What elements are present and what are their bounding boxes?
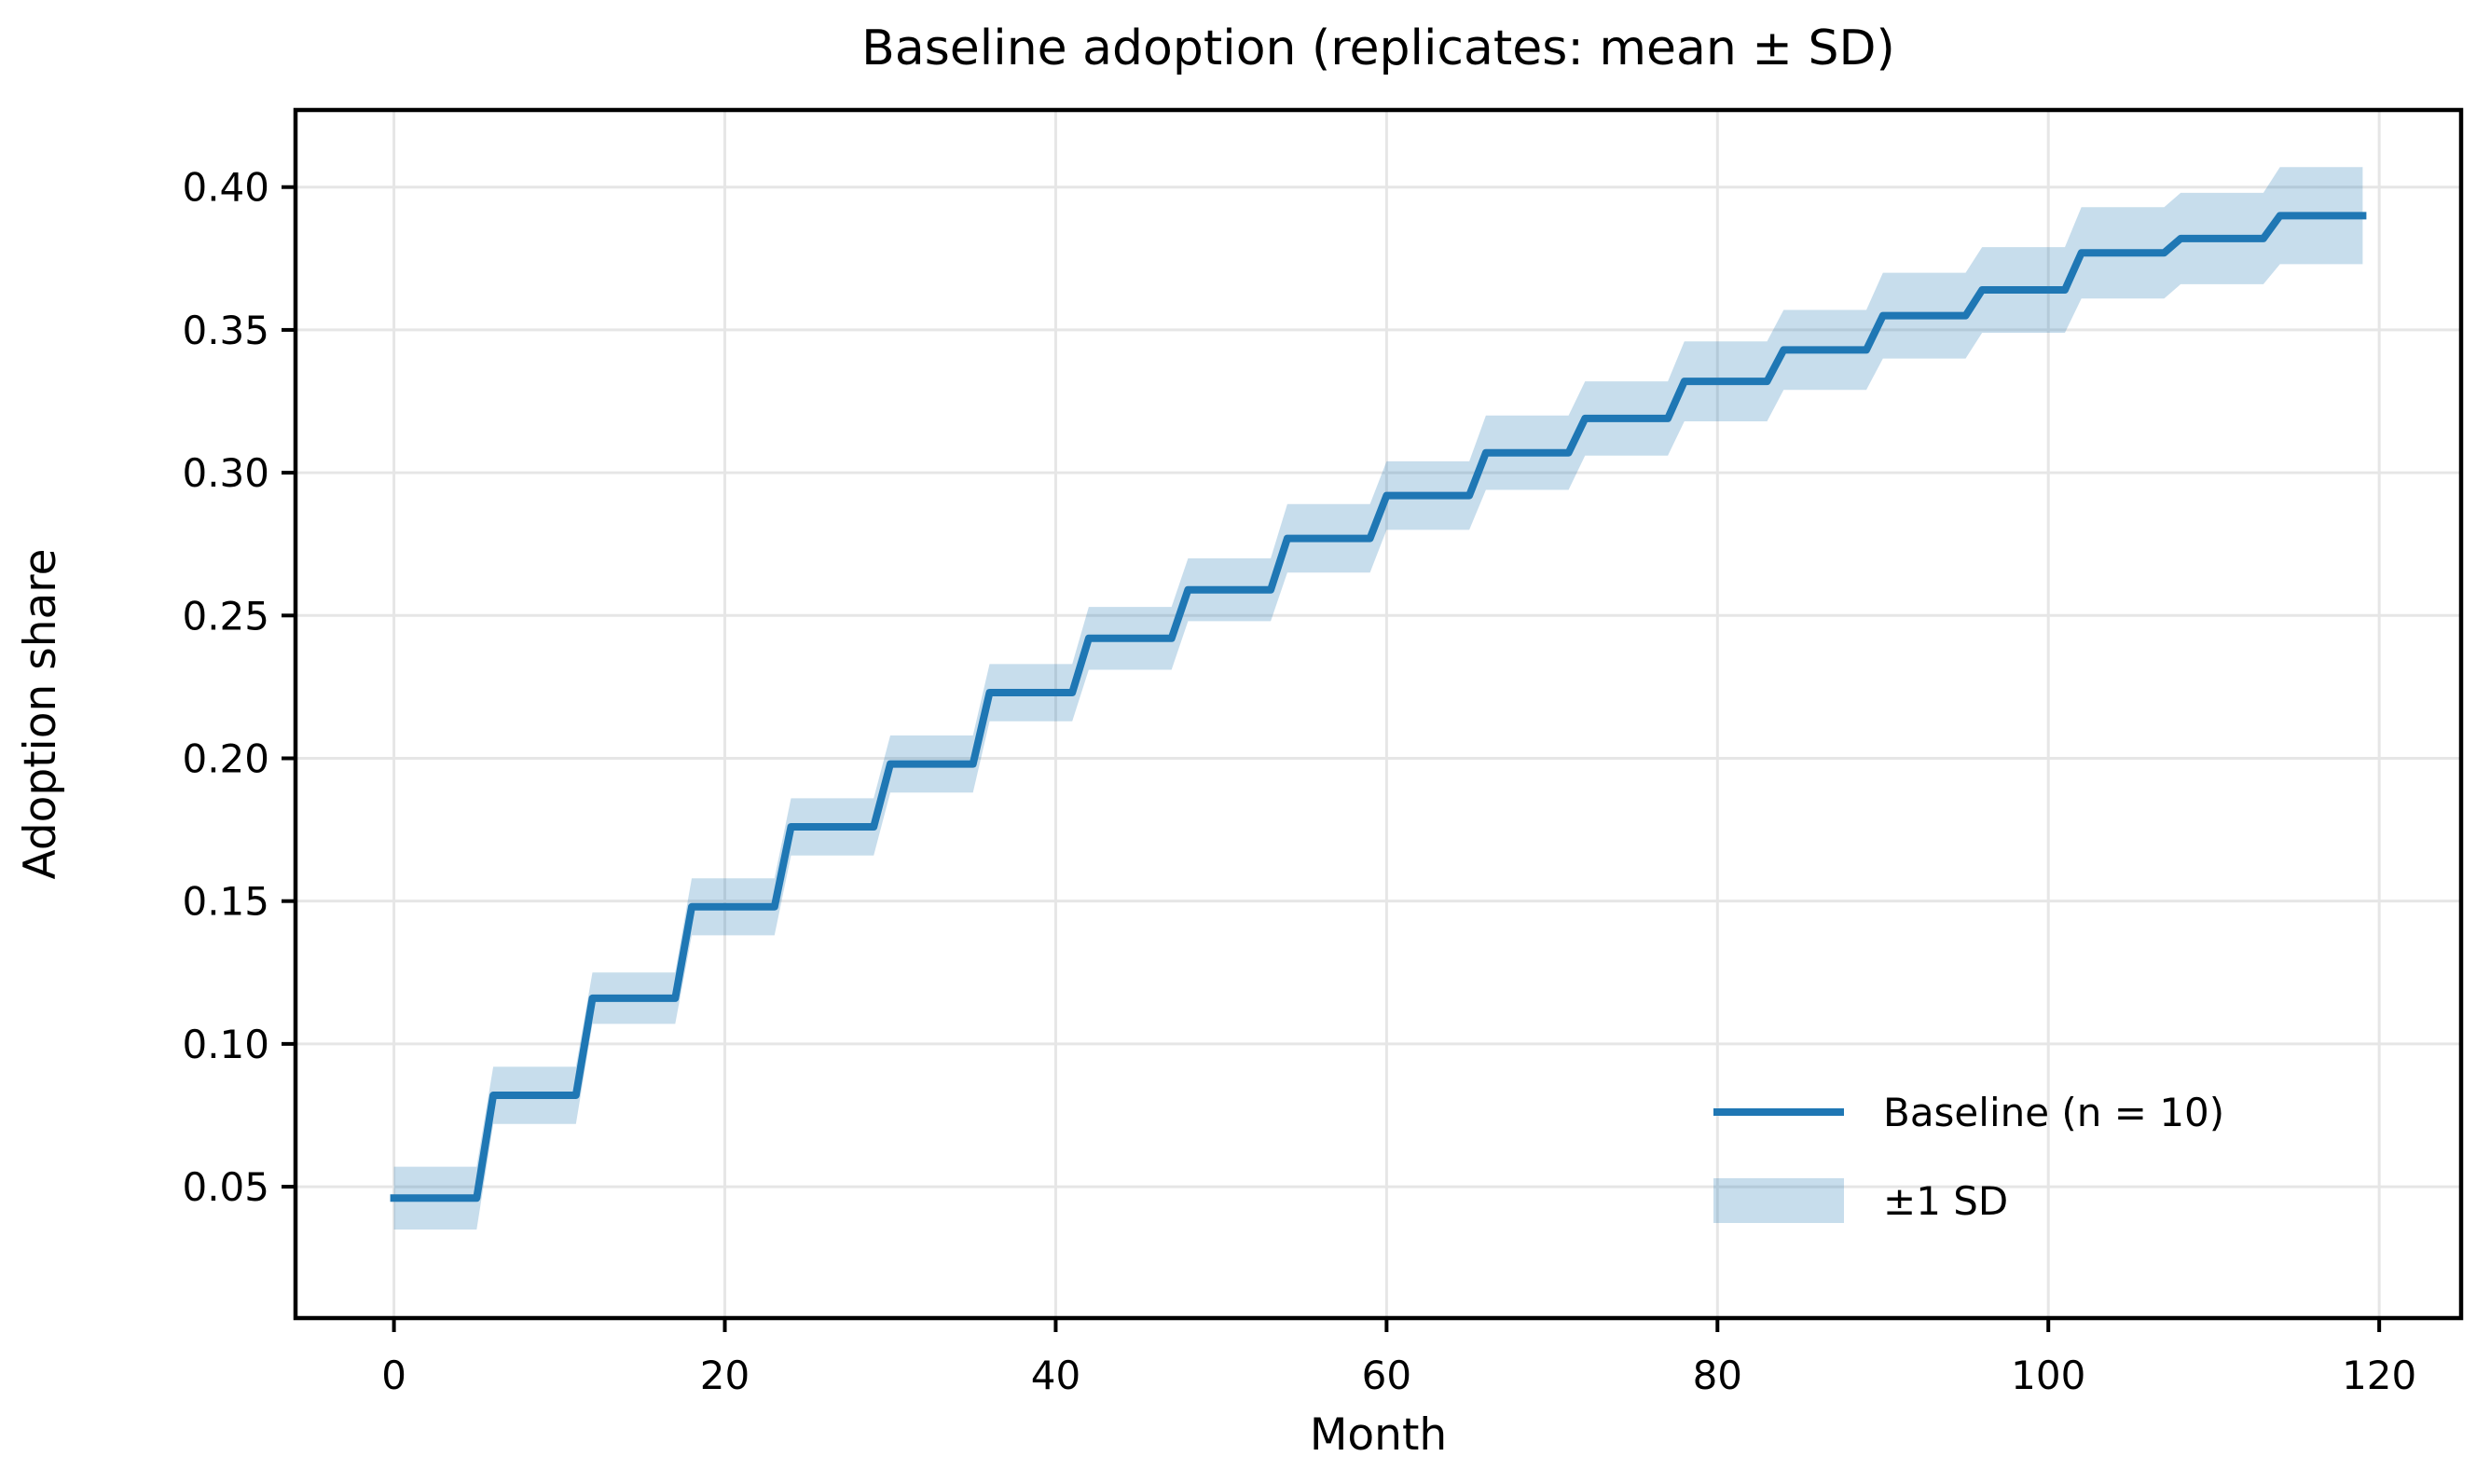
legend-label-baseline: Baseline (n = 10) <box>1883 1090 2224 1135</box>
x-tick-label: 120 <box>2342 1353 2416 1398</box>
x-tick-label: 20 <box>700 1353 750 1398</box>
baseline-mean-line <box>390 212 2367 1202</box>
axes-spines <box>293 107 2464 1321</box>
y-tick-label: 0.20 <box>182 735 269 781</box>
y-tick-label: 0.15 <box>182 879 269 925</box>
legend-label-sd: ±1 SD <box>1883 1178 2008 1224</box>
x-tick-label: 100 <box>2011 1353 2085 1398</box>
y-tick-label: 0.10 <box>182 1022 269 1067</box>
y-tick-label: 0.30 <box>182 450 269 496</box>
x-tick-label: 40 <box>1031 1353 1080 1398</box>
y-tick-label: 0.25 <box>182 593 269 639</box>
y-tick-label: 0.05 <box>182 1164 269 1210</box>
legend-band-swatch <box>1713 1178 1844 1223</box>
x-tick-label: 0 <box>381 1353 406 1398</box>
y-tick-label: 0.40 <box>182 165 269 211</box>
x-axis-label: Month <box>1309 1409 1448 1461</box>
x-tick-label: 80 <box>1693 1353 1742 1398</box>
x-tick-label: 60 <box>1362 1353 1411 1398</box>
y-tick-label: 0.35 <box>182 308 269 353</box>
chart-title: Baseline adoption (replicates: mean ± SD… <box>861 21 1895 76</box>
sd-band <box>393 167 2363 1230</box>
